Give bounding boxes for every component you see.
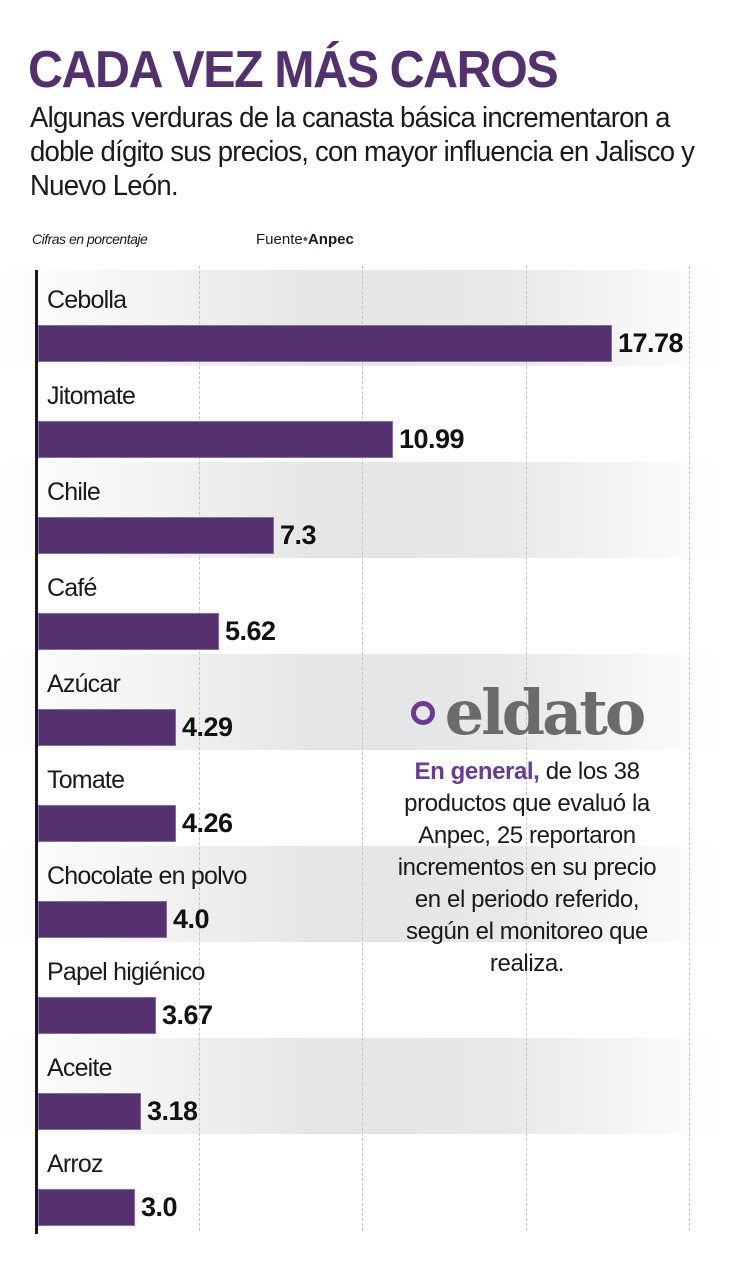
bar — [38, 421, 393, 458]
bar-row: Chocolate en polvo 4.0 — [0, 846, 750, 942]
callout-body: de los 38 productos que evaluó la Anpec,… — [397, 758, 657, 977]
gridline — [199, 266, 200, 1231]
bar-value: 4.26 — [182, 808, 233, 838]
bar-label: Papel higiénico — [47, 958, 205, 986]
bar-value: 4.0 — [173, 904, 210, 934]
bar-row: Chile 7.3 — [0, 462, 750, 558]
bar — [38, 517, 274, 554]
bar-label: Cebolla — [47, 286, 127, 314]
units-note: Cifras en porcentaje — [32, 231, 148, 247]
bar-value: 7.3 — [280, 520, 317, 550]
bar-row: Papel higiénico 3.67 — [0, 942, 750, 1038]
bar-row: Cebolla 17.78 — [0, 270, 750, 366]
ring-bullet-icon — [410, 701, 435, 725]
callout-heading: eldato — [444, 676, 647, 749]
bar-label: Café — [47, 574, 97, 602]
bar-value: 5.62 — [225, 616, 276, 646]
bar-value: 3.67 — [162, 1000, 213, 1030]
bar-label: Arroz — [47, 1150, 104, 1178]
bar-label: Tomate — [47, 766, 125, 794]
bar — [38, 901, 167, 938]
source-label: Fuente — [256, 231, 303, 248]
bar-label: Aceite — [47, 1054, 112, 1082]
bullet-icon: • — [302, 231, 308, 248]
y-axis-line — [35, 270, 38, 1234]
bar — [38, 997, 156, 1034]
bar-label: Jitomate — [47, 382, 136, 410]
bar-label: Azúcar — [47, 670, 121, 698]
callout-text: En general, de los 38 productos que eval… — [392, 756, 662, 980]
bar — [38, 709, 176, 746]
bar-value: 3.0 — [141, 1192, 178, 1222]
callout-header: eldato — [392, 680, 662, 746]
bar — [38, 1093, 141, 1130]
callout-highlight: En general, — [414, 758, 540, 785]
gridline — [362, 266, 363, 1231]
bar-row: Tomate 4.26 — [0, 750, 750, 846]
bar-row: Azúcar 4.29 — [0, 654, 750, 750]
bar — [38, 325, 612, 362]
gridline — [526, 266, 527, 1231]
bar-label: Chile — [47, 478, 101, 506]
gridline — [689, 266, 690, 1231]
bar-chart: Cebolla 17.78 Jitomate 10.99 Chile 7.3 Café 5.6… — [0, 266, 750, 1236]
source-name: Anpec — [307, 231, 354, 248]
el-dato-callout: eldato En general, de los 38 productos q… — [392, 680, 662, 980]
source-credit: Fuente•Anpec — [256, 231, 354, 248]
bar — [38, 1189, 135, 1226]
bar-row: Jitomate 10.99 — [0, 366, 750, 462]
bar — [38, 613, 219, 650]
chart-title: CADA VEZ MÁS CAROS — [28, 41, 559, 99]
bar-value: 4.29 — [182, 712, 233, 742]
bar — [38, 805, 176, 842]
chart-subtitle: Algunas verduras de la canasta básica in… — [30, 102, 695, 202]
bar-row: Arroz 3.0 — [0, 1134, 750, 1230]
bar-value: 3.18 — [147, 1096, 198, 1126]
bar-row: Aceite 3.18 — [0, 1038, 750, 1134]
bar-label: Chocolate en polvo — [47, 862, 247, 890]
bar-row: Café 5.62 — [0, 558, 750, 654]
bar-value: 10.99 — [399, 424, 465, 454]
bar-value: 17.78 — [618, 328, 684, 358]
